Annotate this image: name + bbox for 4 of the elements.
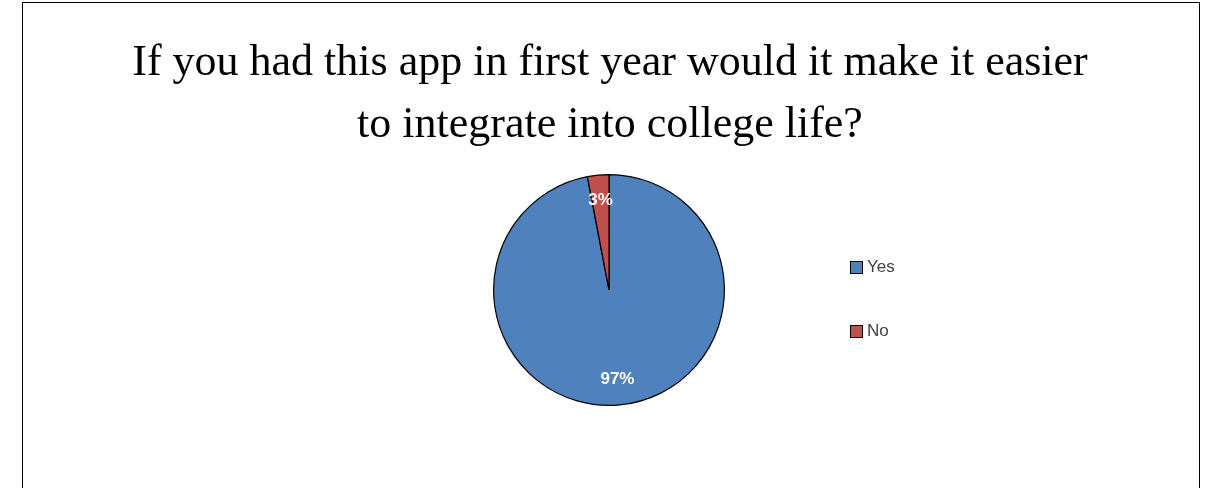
- data-label: 97%: [600, 369, 635, 389]
- chart-title: If you had this app in first year would it make it easier to integrate into college life?: [131, 35, 1089, 149]
- legend-label: No: [867, 321, 889, 341]
- legend-label: Yes: [867, 257, 895, 277]
